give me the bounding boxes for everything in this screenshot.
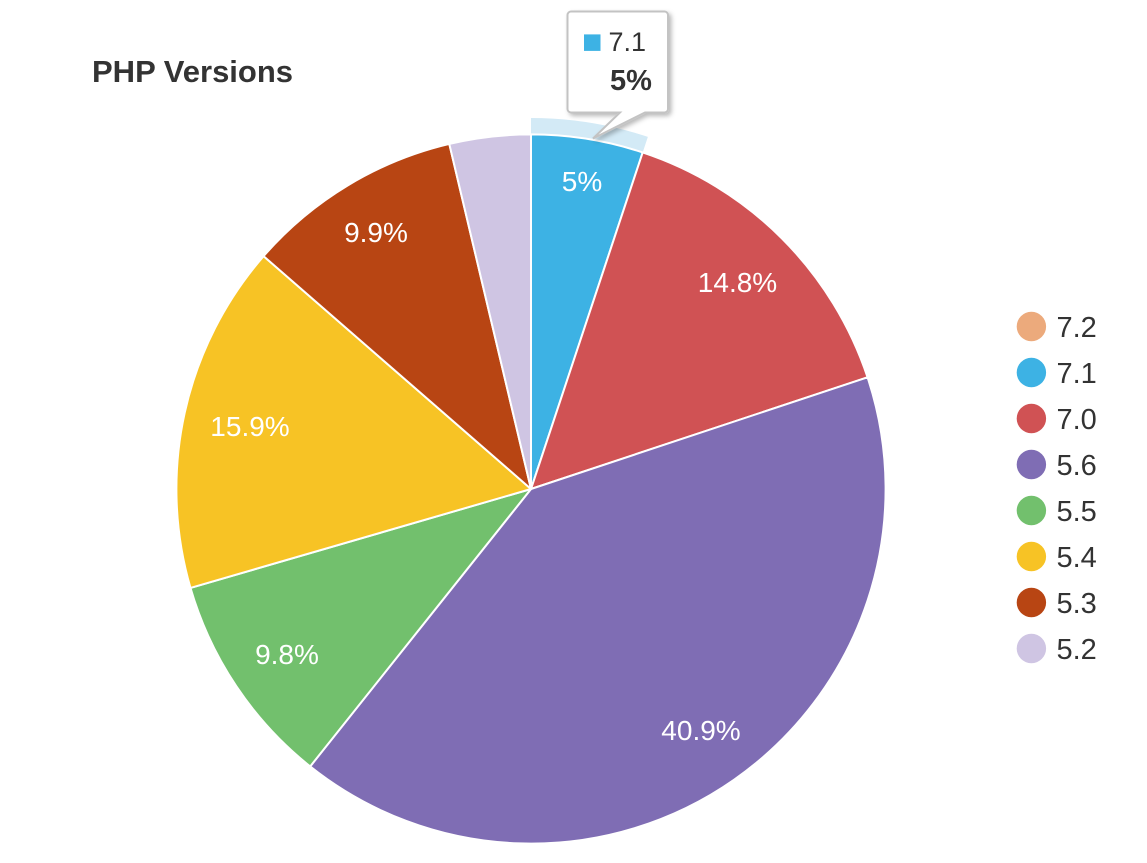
svg-text:40.9%: 40.9%	[661, 715, 740, 746]
svg-text:7.1: 7.1	[1057, 358, 1097, 390]
svg-text:5%: 5%	[610, 65, 652, 97]
svg-text:7.0: 7.0	[1057, 404, 1097, 436]
svg-text:5%: 5%	[562, 166, 602, 197]
svg-text:5.3: 5.3	[1057, 588, 1097, 620]
svg-text:15.9%: 15.9%	[210, 411, 289, 442]
svg-text:7.2: 7.2	[1057, 312, 1097, 344]
svg-text:5.4: 5.4	[1057, 542, 1097, 574]
svg-text:9.9%: 9.9%	[344, 217, 408, 248]
svg-text:14.8%: 14.8%	[698, 267, 777, 298]
svg-text:5.2: 5.2	[1057, 634, 1097, 666]
svg-text:9.8%: 9.8%	[255, 639, 319, 670]
svg-text:PHP Versions: PHP Versions	[92, 54, 293, 89]
svg-text:5.6: 5.6	[1057, 450, 1097, 482]
svg-text:7.1: 7.1	[609, 27, 647, 57]
svg-text:5.5: 5.5	[1057, 496, 1097, 528]
